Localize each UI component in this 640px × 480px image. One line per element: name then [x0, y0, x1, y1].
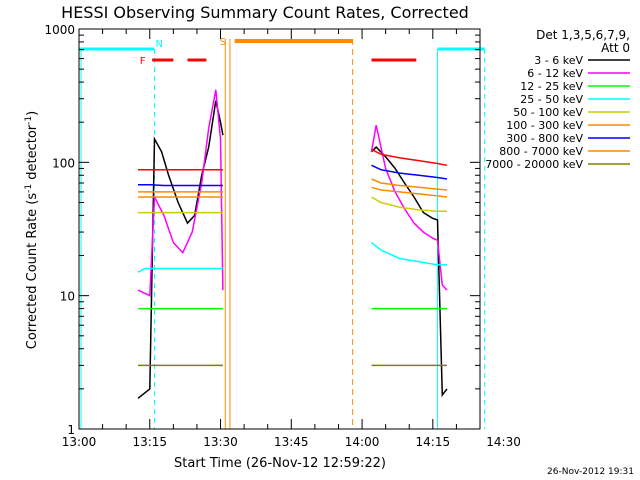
x-tick-label-15: 13:15 [132, 435, 167, 449]
x-tick-label-30: 13:30 [203, 435, 238, 449]
y-tick-label-10: 10 [60, 290, 75, 304]
x-tick-label-60: 14:00 [345, 435, 380, 449]
x-axis: 13:00 13:15 13:30 13:45 14:00 14:15 14:30 [62, 29, 521, 449]
series-5-segment-1 [371, 178, 448, 191]
series-9-segment-1 [371, 148, 448, 167]
series-7-segment-1 [371, 186, 448, 198]
series-1-segment-0 [137, 89, 224, 297]
series-0-segment-1 [370, 146, 448, 398]
series-3-segment-1 [371, 242, 447, 266]
series-0-segment-0 [137, 100, 224, 399]
legend-label-8: 7000 - 20000 keV [485, 158, 583, 171]
flare-flag-label: F [140, 56, 146, 67]
night-flag-label: N [155, 39, 162, 50]
x-tick-label-45: 13:45 [274, 435, 309, 449]
legend-title-2: Att 0 [601, 41, 630, 55]
series-4-segment-1 [371, 196, 447, 212]
legend-label-7: 800 - 7000 keV [499, 145, 583, 158]
timestamp: 26-Nov-2012 19:31 [547, 467, 634, 477]
chart-title: HESSI Observing Summary Count Rates, Cor… [61, 3, 469, 22]
series-6-segment-1 [371, 164, 448, 180]
series-1-segment-1 [370, 125, 448, 291]
legend-label-6: 300 - 800 keV [506, 132, 583, 145]
y-tick-label-1: 1 [67, 423, 75, 437]
x-tick-label-90: 14:30 [486, 435, 521, 449]
y-tick-label-1000: 1000 [44, 23, 75, 37]
legend-title-1: Det 1,3,5,6,7,9, [536, 28, 630, 42]
y-axis-label: Corrected Count Rate (s-1 detector-1) [24, 111, 40, 349]
x-axis-label: Start Time (26-Nov-12 12:59:22) [174, 456, 386, 471]
x-tick-label-0: 13:00 [62, 435, 97, 449]
series-6-segment-0 [138, 183, 223, 187]
y-tick-label-100: 100 [52, 156, 75, 170]
legend-label-2: 12 - 25 keV [520, 80, 583, 93]
y-axis: 1 10 100 1000 [44, 23, 480, 437]
series-3-segment-0 [137, 267, 223, 273]
legend-label-3: 25 - 50 keV [520, 93, 583, 106]
legend-label-5: 100 - 300 keV [506, 119, 583, 132]
legend-label-1: 6 - 12 keV [527, 67, 583, 80]
saa-flag-label: S [220, 37, 226, 48]
x-tick-label-75: 14:15 [416, 435, 451, 449]
legend-label-4: 50 - 100 keV [513, 106, 583, 119]
legend-label-0: 3 - 6 keV [534, 54, 583, 67]
plot-frame [78, 28, 481, 430]
plot-area: N S F [79, 37, 486, 429]
